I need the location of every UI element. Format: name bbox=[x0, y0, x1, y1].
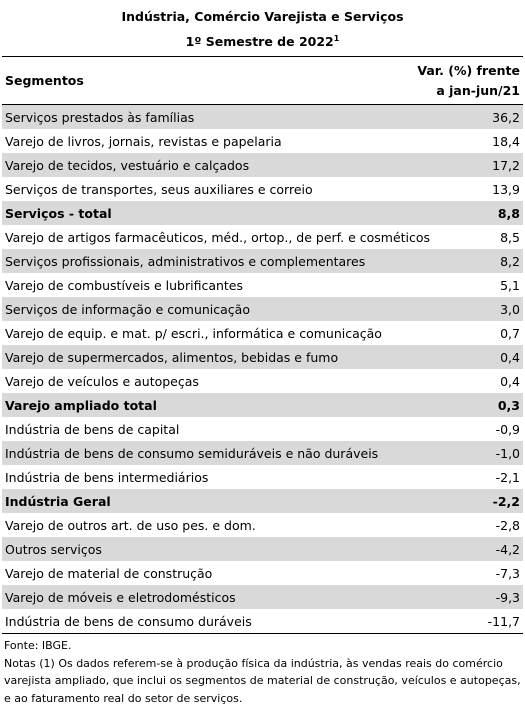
segment-cell: Varejo de material de construção bbox=[5, 565, 213, 581]
value-cell: 8,2 bbox=[500, 253, 520, 269]
value-cell: -7,3 bbox=[495, 565, 520, 581]
footer: Fonte: IBGE. Notas (1) Os dados referem-… bbox=[0, 634, 525, 707]
table-row: Varejo de artigos farmacêuticos, méd., o… bbox=[2, 225, 523, 249]
segment-cell: Varejo de móveis e eletrodomésticos bbox=[5, 589, 236, 605]
title: Indústria, Comércio Varejista e Serviços… bbox=[0, 0, 525, 53]
segment-cell: Indústria de bens de consumo semidurávei… bbox=[5, 445, 379, 461]
segment-cell: Serviços prestados às famílias bbox=[5, 109, 195, 125]
segment-cell: Varejo ampliado total bbox=[5, 397, 157, 413]
segment-cell: Varejo de outros art. de uso pes. e dom. bbox=[5, 517, 256, 533]
segment-cell: Indústria de bens de capital bbox=[5, 421, 180, 437]
segment-cell: Serviços de transportes, seus auxiliares… bbox=[5, 181, 313, 197]
value-cell: 17,2 bbox=[492, 157, 520, 173]
value-cell: 18,4 bbox=[492, 133, 520, 149]
segment-cell: Varejo de tecidos, vestuário e calçados bbox=[5, 157, 250, 173]
value-cell: 0,4 bbox=[500, 373, 520, 389]
table-row: Indústria de bens de consumo duráveis -11… bbox=[2, 609, 523, 633]
table-row: Serviços de transportes, seus auxiliares… bbox=[2, 177, 523, 201]
table-row: Varejo ampliado total 0,3 bbox=[2, 393, 523, 418]
value-cell: -0,9 bbox=[495, 421, 520, 437]
table: Segmentos Var. (%) frente a jan-jun/21 S… bbox=[2, 56, 523, 635]
segment-cell: Varejo de combustíveis e lubrificantes bbox=[5, 277, 244, 293]
segment-cell: Outros serviços bbox=[5, 541, 102, 557]
header-cell: Var. (%) frente a jan-jun/21 bbox=[417, 61, 520, 101]
table-row: Serviços - total 8,8 bbox=[2, 201, 523, 226]
value-cell: 0,7 bbox=[500, 325, 520, 341]
table-row: Indústria Geral -2,2 bbox=[2, 489, 523, 514]
value-cell: -4,2 bbox=[495, 541, 520, 557]
note-mark: 1 bbox=[333, 34, 340, 43]
source: Fonte: IBGE. bbox=[4, 639, 72, 653]
table-row: Varejo de outros art. de uso pes. e dom.… bbox=[2, 513, 523, 537]
value-cell: -2,2 bbox=[492, 493, 520, 509]
title-line: Indústria, Comércio Varejista e Serviços bbox=[121, 9, 404, 24]
value-cell: -11,7 bbox=[487, 613, 520, 629]
header-line: Var. (%) frente bbox=[417, 62, 520, 78]
segment-cell: Indústria de bens intermediários bbox=[5, 469, 209, 485]
segment-cell: Serviços de informação e comunicação bbox=[5, 301, 250, 317]
segment-cell: Varejo de livros, jornais, revistas e pa… bbox=[5, 133, 282, 149]
value-cell: 36,2 bbox=[492, 109, 520, 125]
table-row: Varejo de veículos e autopeças 0,4 bbox=[2, 369, 523, 393]
value-cell: 13,9 bbox=[492, 181, 520, 197]
header-line: a jan-jun/21 bbox=[436, 82, 520, 98]
table-row: Indústria de bens de capital -0,9 bbox=[2, 417, 523, 441]
value-cell: 0,3 bbox=[497, 397, 520, 413]
value-cell: 5,1 bbox=[500, 277, 520, 293]
table-row: Indústria de bens de consumo semidurávei… bbox=[2, 441, 523, 466]
segment-cell: Varejo de veículos e autopeças bbox=[5, 373, 199, 389]
table-row: Serviços de informação e comunicação 3,0 bbox=[2, 297, 523, 322]
table-row: Outros serviços -4,2 bbox=[2, 537, 523, 562]
value-cell: -2,8 bbox=[495, 517, 520, 533]
value-cell: 8,8 bbox=[497, 205, 520, 221]
segment-cell: Serviços - total bbox=[5, 205, 112, 221]
notes: Notas (1) Os dados referem-se à produção… bbox=[4, 656, 521, 705]
table-row: Varejo de combustíveis e lubrificantes 5,… bbox=[2, 273, 523, 297]
table-row: Indústria de bens intermediários -2,1 bbox=[2, 465, 523, 489]
header-cell: Segmentos bbox=[5, 73, 84, 89]
title-text: 1º Semestre de 2022 bbox=[185, 34, 334, 50]
value-cell: -1,0 bbox=[495, 445, 520, 461]
table-row: Serviços profissionais, administrativos … bbox=[2, 249, 523, 274]
value-cell: 8,5 bbox=[500, 229, 520, 245]
value-cell: -9,3 bbox=[495, 589, 520, 605]
segment-cell: Varejo de artigos farmacêuticos, méd., o… bbox=[5, 229, 431, 245]
table-row: Varejo de equip. e mat. p/ escri., infor… bbox=[2, 321, 523, 345]
segment-cell: Indústria Geral bbox=[5, 493, 111, 509]
table-row: Serviços prestados às famílias 36,2 bbox=[2, 105, 523, 130]
segment-cell: Indústria de bens de consumo duráveis bbox=[5, 613, 252, 629]
value-cell: 3,0 bbox=[500, 301, 520, 317]
title-line: 1º Semestre de 20221 bbox=[0, 28, 525, 53]
table-row: Varejo de móveis e eletrodomésticos -9,3 bbox=[2, 585, 523, 610]
value-cell: 0,4 bbox=[500, 349, 520, 365]
table-row: Varejo de tecidos, vestuário e calçados 1… bbox=[2, 153, 523, 178]
table-row: Varejo de supermercados, alimentos, bebi… bbox=[2, 345, 523, 370]
table-row: Varejo de material de construção -7,3 bbox=[2, 561, 523, 585]
segment-cell: Varejo de supermercados, alimentos, bebi… bbox=[5, 349, 339, 365]
segment-cell: Varejo de equip. e mat. p/ escri., infor… bbox=[5, 325, 382, 341]
segment-cell: Serviços profissionais, administrativos … bbox=[5, 253, 366, 269]
table-row: Varejo de livros, jornais, revistas e pa… bbox=[2, 129, 523, 153]
table-header: Segmentos Var. (%) frente a jan-jun/21 bbox=[2, 57, 523, 106]
value-cell: -2,1 bbox=[495, 469, 520, 485]
